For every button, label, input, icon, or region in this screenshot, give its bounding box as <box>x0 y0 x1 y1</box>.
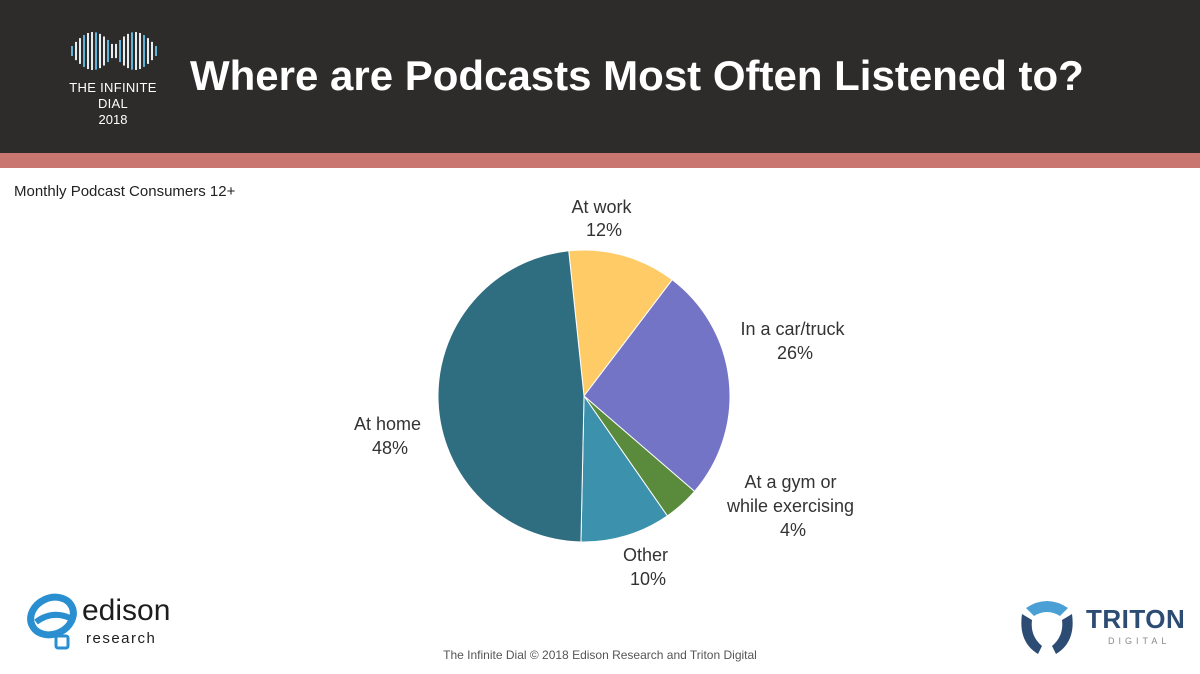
logo-bar <box>95 32 97 70</box>
label-other: Other 10% <box>623 545 673 589</box>
edison-bulb-icon <box>27 593 77 650</box>
label-gym-name-line1: At a gym or <box>744 472 836 492</box>
logo-name: THE INFINITE DIAL <box>69 80 157 111</box>
label-car-truck: In a car/truck 26% <box>740 319 849 363</box>
label-gym-value: 4% <box>780 520 806 540</box>
triton-mark-icon <box>1021 601 1073 654</box>
pie-slice-other <box>580 394 669 543</box>
logo-year: 2018 <box>98 112 128 127</box>
triton-wordmark: TRITON <box>1086 604 1186 634</box>
label-at-work-value: 12% <box>586 220 622 240</box>
pie-slice-at-work <box>568 249 673 398</box>
label-at-home-name: At home <box>354 414 421 434</box>
logo-bar <box>127 33 129 69</box>
logo-bar <box>79 38 81 64</box>
logo-bar <box>115 43 117 59</box>
label-other-value: 10% <box>630 569 666 589</box>
infinite-dial-logo: THE INFINITE DIAL 2018 <box>58 28 168 128</box>
logo-bar <box>135 32 137 70</box>
chart-subtitle: Monthly Podcast Consumers 12+ <box>14 183 236 200</box>
label-at-work-name: At work <box>571 197 632 217</box>
triton-subtext: DIGITAL <box>1108 636 1171 646</box>
label-other-name: Other <box>623 545 668 565</box>
label-gym: At a gym or while exercising 4% <box>726 472 859 540</box>
logo-bar <box>91 32 93 70</box>
logo-bar <box>123 36 125 66</box>
logo-bar <box>147 38 149 64</box>
logo-bar <box>87 32 89 70</box>
logo-bar <box>83 35 85 67</box>
label-car-truck-name: In a car/truck <box>740 319 845 339</box>
logo-bar <box>103 36 105 66</box>
label-at-work: At work 12% <box>571 197 636 240</box>
page-title: Where are Podcasts Most Often Listened t… <box>190 52 1084 99</box>
header-bar <box>0 0 1200 153</box>
logo-bar <box>111 43 113 59</box>
label-car-truck-value: 26% <box>777 343 813 363</box>
label-at-home-value: 48% <box>372 438 408 458</box>
pie-slice-at-home <box>437 250 585 543</box>
logo-bar <box>151 41 153 61</box>
infinity-icon <box>71 32 157 70</box>
logo-bar <box>107 39 109 63</box>
triton-digital-logo: TRITON DIGITAL <box>1016 594 1185 656</box>
logo-bar <box>139 32 141 70</box>
edison-research-logo: edison research <box>26 592 176 658</box>
logo-bar <box>71 46 73 56</box>
pie-slice-in-a-car-truck <box>583 279 731 493</box>
accent-bar <box>0 153 1200 168</box>
label-gym-name-line2: while exercising <box>726 496 854 516</box>
logo-bar <box>119 39 121 63</box>
logo-bar <box>75 41 77 61</box>
logo-bar <box>99 33 101 69</box>
label-at-home: At home 48% <box>354 414 426 458</box>
logo-bar <box>143 35 145 67</box>
edison-wordmark: edison <box>82 594 171 627</box>
footer-copyright: The Infinite Dial © 2018 Edison Research… <box>443 648 757 662</box>
logo-bar <box>131 32 133 70</box>
edison-subtext: research <box>86 630 157 647</box>
logo-bar <box>155 46 157 56</box>
